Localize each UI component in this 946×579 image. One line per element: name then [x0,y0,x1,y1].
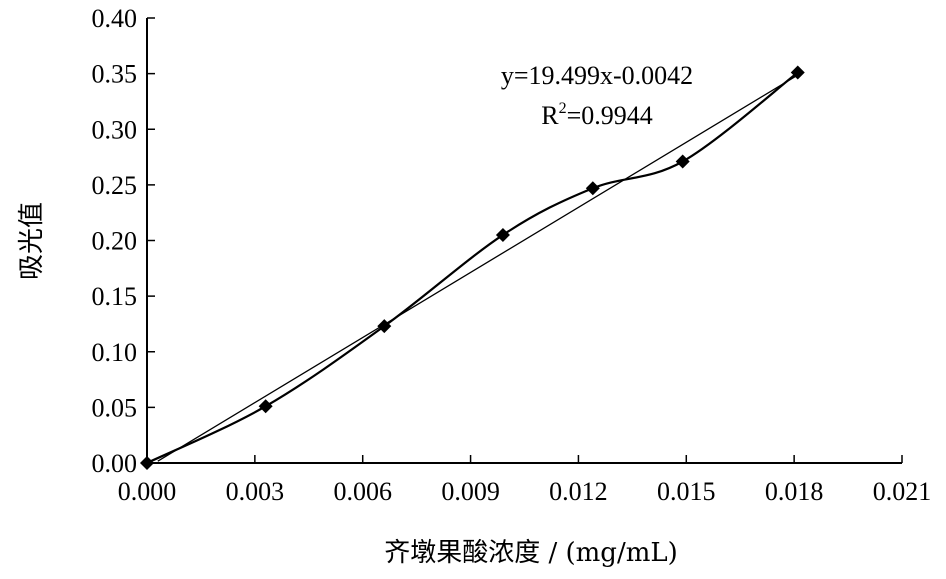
y-tick-label: 0.00 [92,449,138,478]
y-ticks: 0.00 0.05 0.10 0.15 0.20 0.25 0.30 0.35 0.40 [92,4,155,478]
y-tick-label: 0.05 [92,393,138,422]
data-point-diamond [790,65,805,80]
series-line [146,71,799,464]
x-tick-label: 0.006 [333,477,392,506]
data-point-diamond [258,399,273,414]
trendline-equation: y=19.499x-0.0042 [501,61,693,90]
x-tick-label: 0.018 [765,477,824,506]
data-point-diamond [675,154,690,169]
x-tick-label: 0.012 [549,477,608,506]
trendline-group [157,74,799,462]
x-ticks: 0.000 0.003 0.006 0.009 0.012 0.015 0.018 0.021 [118,455,932,506]
r-squared-value: =0.9944 [567,101,653,130]
y-tick-label: 0.20 [92,227,138,256]
y-tick-label: 0.10 [92,338,138,367]
y-tick-label: 0.30 [92,115,138,144]
y-tick-label: 0.35 [92,60,138,89]
data-point-diamond [585,181,600,196]
x-tick-label: 0.009 [441,477,500,506]
data-point-diamond [495,227,510,242]
x-tick-label: 0.021 [873,477,932,506]
y-axis-title: 吸光值 [17,202,47,280]
data-point-diamond [140,456,154,470]
y-tick-label: 0.40 [92,4,138,33]
series-group [146,71,799,464]
x-tick-label: 0.003 [226,477,285,506]
points-group [140,65,805,470]
trendline [157,74,799,462]
y-tick-label: 0.25 [92,171,138,200]
r-squared-prefix: R [541,101,559,130]
data-point-diamond [377,319,392,334]
y-tick-label: 0.15 [92,282,138,311]
x-axis-title: 齐墩果酸浓度 / (mg/mL) [384,538,678,568]
r-squared-label: R2=0.9944 [541,100,653,130]
x-tick-label: 0.015 [657,477,716,506]
x-tick-label: 0.000 [118,477,177,506]
r-squared-superscript: 2 [559,100,567,117]
